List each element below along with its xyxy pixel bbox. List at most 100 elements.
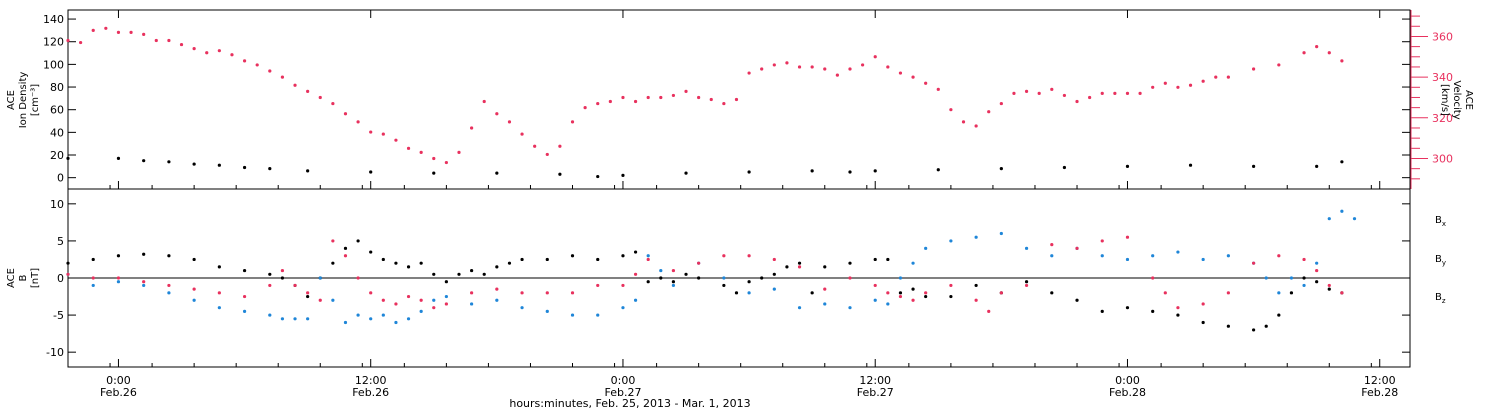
bx-point <box>697 276 701 280</box>
top-ytick-label: 100 <box>43 58 64 71</box>
top-y2tick-label: 340 <box>1432 71 1453 84</box>
velocity-point <box>255 63 259 67</box>
velocity-point <box>280 75 285 79</box>
bz-point <box>999 291 1003 295</box>
velocity-point <box>1113 91 1117 95</box>
density-point <box>1188 163 1193 167</box>
xtick-date-label: Feb.27 <box>604 386 641 399</box>
by-point <box>1226 254 1230 258</box>
bz-point <box>242 294 247 299</box>
by-point <box>1352 217 1357 221</box>
density-point <box>936 168 940 172</box>
bx-point <box>621 254 625 258</box>
bz-point <box>167 283 171 288</box>
by-point <box>1277 291 1281 295</box>
by-point <box>1302 283 1306 288</box>
bz-point <box>898 294 903 299</box>
velocity-point <box>457 150 461 154</box>
velocity-point <box>1125 91 1130 95</box>
bx-point <box>343 246 348 250</box>
velocity-point <box>306 89 310 93</box>
by-point <box>545 309 549 313</box>
xtick-date-label: Feb.28 <box>1361 386 1398 399</box>
by-point <box>242 309 247 313</box>
bx-point <box>432 272 436 276</box>
by-point <box>381 313 385 317</box>
bx-point <box>142 252 146 256</box>
bx-point <box>1277 313 1281 317</box>
bz-point <box>1226 291 1230 295</box>
by-point <box>974 235 978 239</box>
bx-point <box>1252 328 1256 332</box>
top-ytick-label: 120 <box>43 36 64 49</box>
density-point <box>306 169 310 173</box>
velocity-point <box>772 63 776 67</box>
velocity-point <box>79 40 83 45</box>
by-point <box>306 317 310 321</box>
bx-point <box>810 291 814 295</box>
velocity-point <box>1340 59 1344 63</box>
by-point <box>722 276 726 280</box>
bx-point <box>924 294 928 299</box>
by-point <box>1151 254 1155 258</box>
velocity-point <box>91 28 95 32</box>
by-point <box>1176 250 1180 254</box>
bx-point <box>1315 280 1319 284</box>
velocity-point <box>205 51 209 55</box>
density-point <box>142 159 146 163</box>
by-point <box>1264 276 1268 280</box>
velocity-point <box>961 120 966 124</box>
bottom-x-ticks <box>67 359 1381 367</box>
bz-point <box>1315 268 1319 273</box>
by-point <box>356 313 360 317</box>
xtick-time-label: 12:00 <box>355 374 387 387</box>
xtick-time-label: 12:00 <box>859 374 891 387</box>
by-point <box>217 306 221 310</box>
by-point <box>520 306 524 310</box>
bx-point <box>1151 309 1155 313</box>
bottom-ytick-label: -5 <box>53 309 64 322</box>
velocity-point <box>369 130 373 134</box>
velocity-point <box>66 38 70 43</box>
bz-point <box>1125 235 1130 239</box>
velocity-point <box>558 144 562 148</box>
velocity-point <box>129 30 133 34</box>
top-ylabel-line-2: Ion Density <box>18 72 29 129</box>
bx-point <box>633 250 638 254</box>
bz-point <box>974 298 978 302</box>
bz-point <box>217 291 221 295</box>
top-ytick-label: 140 <box>43 13 64 26</box>
velocity-point <box>1302 51 1306 55</box>
density-point <box>1125 164 1130 168</box>
velocity-point <box>192 47 196 51</box>
velocity-point <box>545 152 549 157</box>
bz-point <box>1302 257 1306 262</box>
bx-point <box>898 291 903 295</box>
bx-point <box>848 261 852 265</box>
top-ylabel-line-3: [cm⁻³] <box>30 84 41 116</box>
by-point <box>116 280 121 284</box>
by-point <box>495 298 499 302</box>
bx-point <box>91 257 95 262</box>
top-y-axis: 0 20 40 60 80 100 120 140 <box>43 13 1410 185</box>
bz-point <box>520 291 524 295</box>
xtick-time-label: 12:00 <box>1364 374 1396 387</box>
velocity-point <box>1100 91 1104 95</box>
by-point <box>570 313 575 317</box>
bx-point <box>331 261 335 265</box>
top-ytick-label: 20 <box>50 149 64 162</box>
bx-point <box>1226 324 1230 328</box>
velocity-point <box>1151 85 1155 89</box>
top-ytick-label: 0 <box>57 172 64 185</box>
bz-point <box>570 291 575 295</box>
by-point <box>142 283 146 288</box>
bx-point <box>217 265 221 269</box>
velocity-point <box>1214 75 1218 79</box>
by-point <box>1201 257 1205 262</box>
bz-point <box>848 276 852 280</box>
by-point <box>293 317 297 321</box>
bx-point <box>545 257 549 262</box>
bx-point <box>886 257 890 262</box>
velocity-point <box>936 87 940 91</box>
bx-point <box>1100 309 1104 313</box>
